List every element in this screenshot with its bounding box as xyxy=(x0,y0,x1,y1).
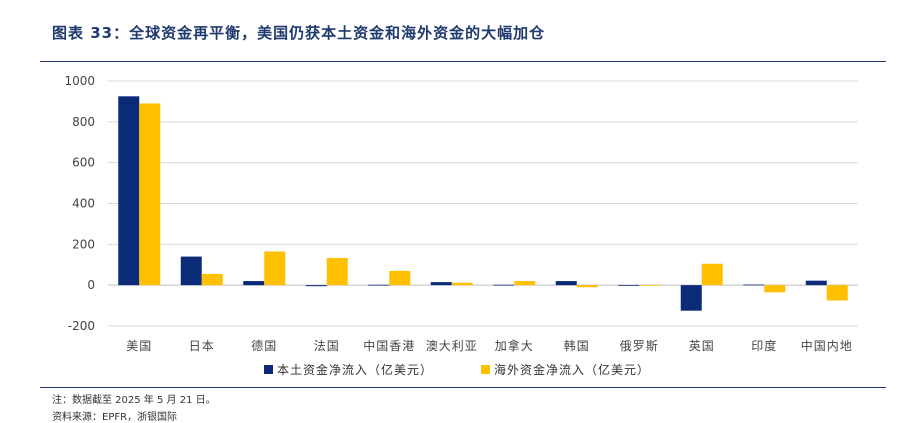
x-category-label: 俄罗斯 xyxy=(620,339,659,353)
bar-domestic xyxy=(430,282,452,286)
bar-foreign xyxy=(389,270,411,286)
footer-divider xyxy=(40,387,886,388)
y-tick-label: 800 xyxy=(72,115,95,129)
bar-chart: -200 0 200 400 600 800 1000 美国 日本 德国 法国 中国香港 澳大利亚 加拿… xyxy=(64,74,858,377)
bar-foreign xyxy=(514,281,536,286)
bar-domestic xyxy=(368,284,390,286)
bar-foreign xyxy=(764,285,786,293)
bar-foreign xyxy=(139,103,161,286)
bar-foreign xyxy=(576,285,598,288)
bar-foreign xyxy=(826,285,848,301)
bar-foreign xyxy=(201,273,223,286)
bar-foreign xyxy=(326,258,348,286)
legend-label: 本土资金净流入（亿美元） xyxy=(277,362,433,377)
x-category-label: 日本 xyxy=(189,339,215,353)
bar-domestic xyxy=(118,96,140,286)
y-axis-ticks: -200 0 200 400 600 800 1000 xyxy=(64,74,95,333)
bar-domestic xyxy=(618,284,640,286)
x-category-label: 印度 xyxy=(751,338,777,353)
y-tick-label: 200 xyxy=(72,237,95,251)
source-line: 资料来源：EPFR，浙银国际 xyxy=(52,412,178,423)
legend: 本土资金净流入（亿美元） 海外资金净流入（亿美元） xyxy=(264,362,650,377)
bar-domestic xyxy=(805,280,827,286)
x-category-label: 加拿大 xyxy=(495,338,534,353)
legend-swatch xyxy=(264,365,273,374)
bar-domestic xyxy=(555,281,577,286)
bar-foreign xyxy=(639,284,661,286)
legend-swatch xyxy=(481,365,490,374)
bar-domestic xyxy=(680,285,702,311)
bar-foreign xyxy=(451,282,473,286)
x-category-label: 中国香港 xyxy=(363,338,415,353)
title-divider xyxy=(40,61,886,62)
y-tick-label: 1000 xyxy=(64,74,95,88)
x-category-label: 中国内地 xyxy=(801,338,853,353)
x-axis-labels: 美国 日本 德国 法国 中国香港 澳大利亚 加拿大 韩国 俄罗斯 英国 印度 中国内地 xyxy=(126,338,853,353)
footnote: 注：数据截至 2025 年 5 月 21 日。 xyxy=(52,395,216,406)
bar-domestic xyxy=(305,285,327,287)
x-category-label: 美国 xyxy=(126,339,152,353)
bar-foreign xyxy=(701,263,723,286)
bar-foreign xyxy=(264,251,286,286)
y-tick-label: 400 xyxy=(72,197,95,211)
bar-domestic xyxy=(493,284,515,286)
y-tick-label: 600 xyxy=(72,156,95,170)
chart-title: 图表 33：全球资金再平衡，美国仍获本土资金和海外资金的大幅加仓 xyxy=(52,24,546,42)
x-category-label: 英国 xyxy=(689,339,715,353)
gridlines xyxy=(108,80,858,327)
y-tick-label: 0 xyxy=(87,278,95,292)
x-category-label: 德国 xyxy=(251,338,277,353)
x-category-label: 法国 xyxy=(314,339,340,353)
y-tick-label: -200 xyxy=(68,319,95,333)
bar-domestic xyxy=(743,284,765,286)
x-category-label: 澳大利亚 xyxy=(426,339,478,353)
bar-domestic xyxy=(243,281,265,286)
legend-label: 海外资金净流入（亿美元） xyxy=(494,362,650,377)
bar-domestic xyxy=(180,256,202,286)
bars xyxy=(118,96,848,311)
x-category-label: 韩国 xyxy=(564,338,590,353)
